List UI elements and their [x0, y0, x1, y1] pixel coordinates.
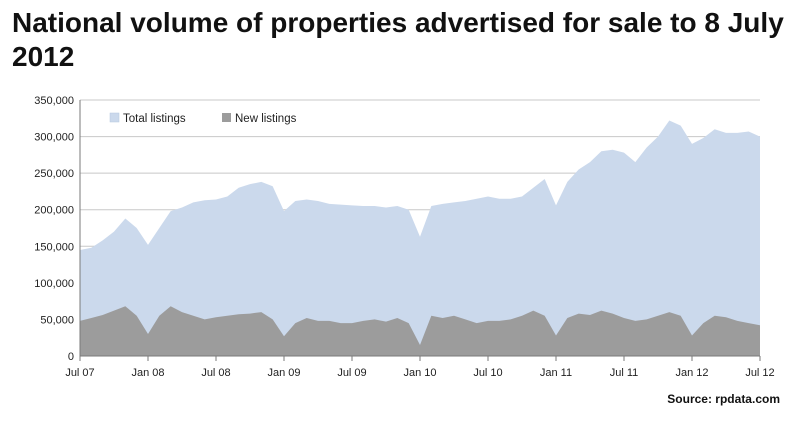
x-tick-label: Jul 12	[745, 367, 774, 379]
x-tick-label: Jul 08	[201, 367, 230, 379]
y-tick-label: 0	[68, 351, 74, 363]
y-tick-label: 300,000	[34, 132, 74, 144]
x-tick-label: Jan 09	[267, 367, 300, 379]
x-axis-ticks: Jul 07 Jan 08 Jul 08 Jan 09 Jul 09 Jan 10 Jul …	[65, 356, 775, 379]
x-tick-label: Jan 12	[675, 367, 708, 379]
series-areas	[80, 120, 760, 356]
y-tick-label: 100,000	[34, 278, 74, 290]
chart-title: National volume of properties advertised…	[12, 7, 784, 72]
y-axis-ticks: 0 50,000 100,000 150,000 200,000 250,000 300,0…	[34, 95, 74, 363]
y-tick-label: 50,000	[40, 314, 74, 326]
source-credit: Source: rpdata.com	[667, 392, 780, 406]
x-tick-label: Jan 10	[403, 367, 436, 379]
y-tick-label: 150,000	[34, 241, 74, 253]
x-tick-label: Jul 10	[473, 367, 502, 379]
y-tick-label: 200,000	[34, 205, 74, 217]
legend: Total listings New listings	[109, 112, 297, 125]
y-tick-label: 350,000	[34, 95, 74, 107]
legend-swatch-new	[222, 113, 231, 122]
legend-label-total: Total listings	[123, 113, 186, 125]
x-tick-label: Jul 07	[65, 367, 94, 379]
x-tick-label: Jan 11	[540, 367, 572, 379]
x-tick-label: Jan 08	[131, 367, 164, 379]
x-tick-label: Jul 09	[337, 367, 366, 379]
y-tick-label: 250,000	[34, 168, 74, 180]
x-tick-label: Jul 11	[610, 367, 639, 379]
legend-label-new: New listings	[235, 113, 297, 125]
legend-swatch-total	[109, 112, 120, 123]
series-area-new-listings	[80, 306, 760, 356]
series-area-total-listings	[80, 120, 760, 356]
